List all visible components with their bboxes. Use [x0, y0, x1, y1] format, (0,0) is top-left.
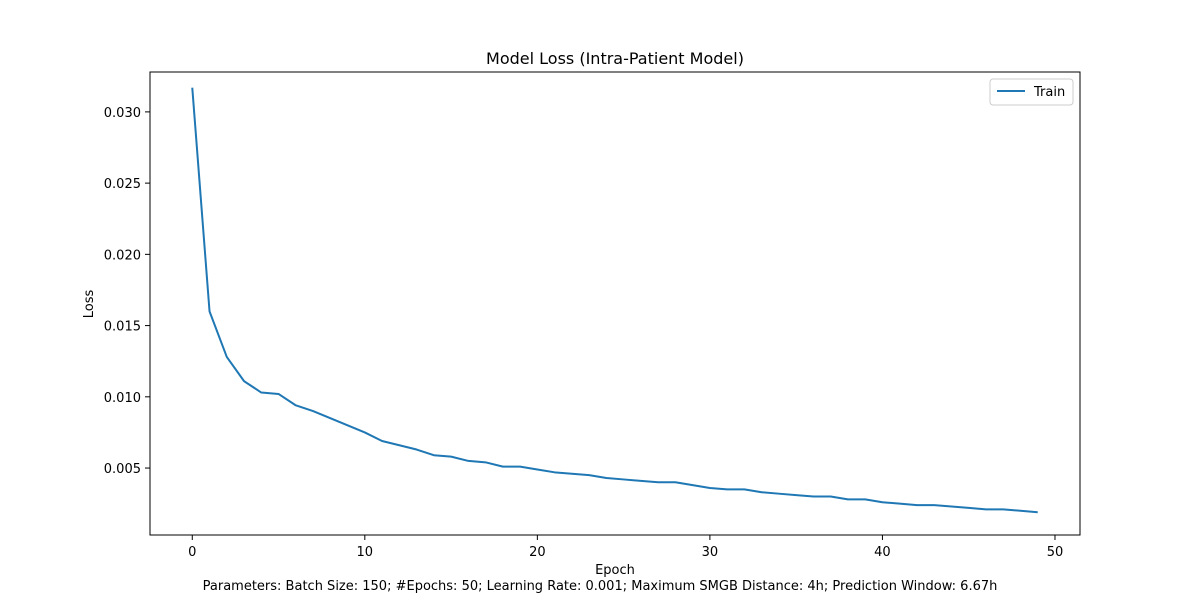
- y-axis: 0.005 0.010 0.015 0.020 0.025 0.030: [104, 106, 150, 477]
- x-tick-label: 20: [529, 545, 546, 560]
- x-tick-label: 10: [357, 545, 374, 560]
- plot-frame: [149, 71, 1081, 536]
- legend-box: [989, 78, 1074, 106]
- legend: Train: [989, 78, 1074, 106]
- parameters-caption: Parameters: Batch Size: 150; #Epochs: 50…: [202, 579, 998, 594]
- y-tick-label: 0.020: [104, 248, 141, 263]
- x-tick-label: 40: [874, 545, 891, 560]
- chart-title: Model Loss (Intra-Patient Model): [486, 49, 744, 68]
- series-line-train: [191, 87, 1038, 514]
- x-axis: 0 10 20 30 40 50: [188, 535, 1063, 560]
- x-tick-label: 0: [188, 545, 196, 560]
- x-axis-label: Epoch: [595, 563, 635, 578]
- series-layer: [191, 87, 1038, 514]
- y-tick-label: 0.030: [104, 106, 141, 121]
- y-tick-label: 0.015: [104, 320, 141, 335]
- x-tick-label: 30: [702, 545, 719, 560]
- legend-label-train: Train: [1033, 85, 1065, 100]
- y-axis-label: Loss: [82, 290, 97, 319]
- y-tick-label: 0.010: [104, 391, 141, 406]
- y-tick-label: 0.005: [104, 462, 141, 477]
- x-tick-label: 50: [1047, 545, 1064, 560]
- y-tick-label: 0.025: [104, 177, 141, 192]
